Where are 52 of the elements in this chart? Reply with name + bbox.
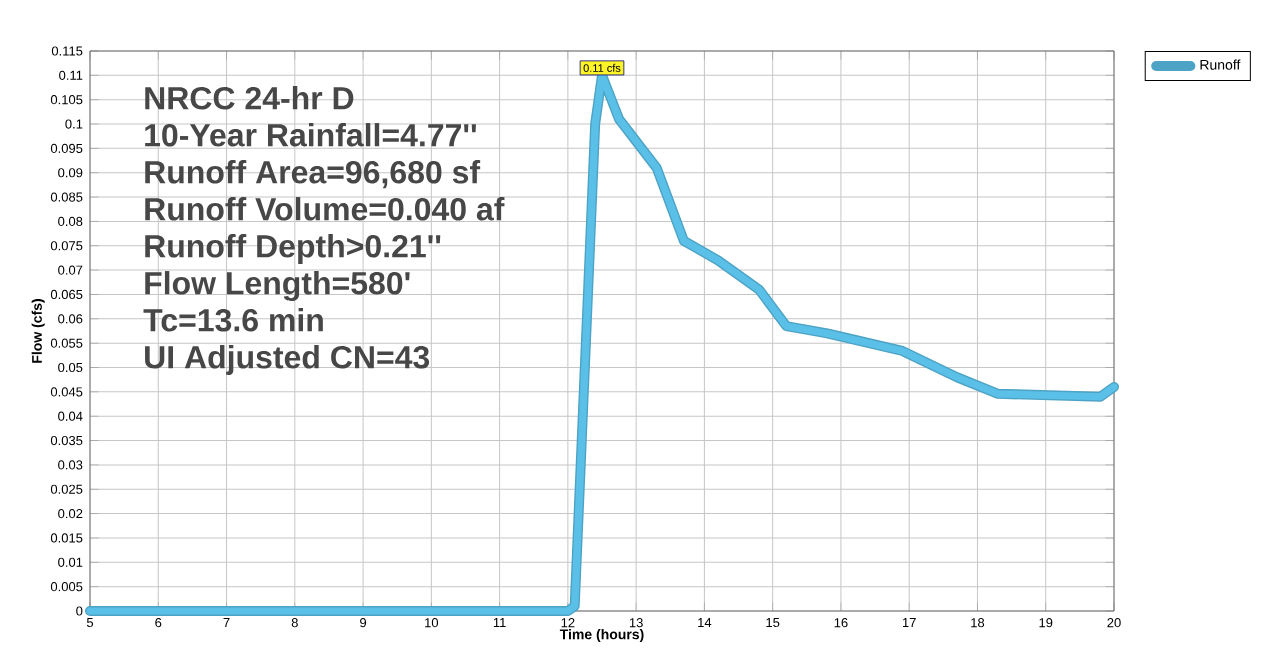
y-axis-title: Flow (cfs)	[31, 299, 45, 363]
annotation: Tc=13.6 min	[143, 308, 323, 332]
annotation: Runoff Depth>0.21''	[145, 234, 441, 264]
x-tick-label: 17	[902, 618, 916, 627]
y-tick-label: 0.04	[58, 411, 83, 421]
y-tick-label: 0.025	[50, 484, 83, 494]
y-tick-label: 0.045	[50, 387, 83, 397]
y-tick-label: 0.015	[50, 533, 83, 543]
annotation: Runoff Area=96,680 sf	[145, 160, 481, 189]
annotation: NRCC 24-hr D	[145, 86, 354, 110]
y-tick-label: 0.115	[51, 46, 83, 56]
x-tick-label: 20	[1107, 618, 1121, 628]
y-tick-label: 0.105	[50, 95, 83, 105]
y-tick-label: 0.095	[50, 143, 83, 153]
y-tick-label: 0.11	[59, 70, 83, 80]
x-tick-label: 9	[360, 618, 367, 628]
x-tick-label: 19	[1039, 618, 1053, 628]
y-tick-label: 0.06	[58, 314, 83, 324]
x-tick-label: 13	[629, 618, 643, 628]
y-tick-label: 0.065	[50, 289, 83, 300]
x-tick-label: 14	[698, 618, 712, 627]
y-tick-label: 0.07	[58, 265, 83, 275]
annotation: 0.11 cfs	[583, 63, 621, 72]
x-tick-label: 18	[971, 618, 985, 628]
annotation: Flow Length=580'	[145, 271, 410, 302]
y-tick-label: 0.055	[50, 338, 83, 348]
y-tick-label: 0	[76, 606, 83, 616]
annotation: UI Adjusted CN=43	[145, 345, 430, 375]
x-tick-label: 8	[291, 618, 298, 628]
x-tick-label: 12	[561, 618, 575, 628]
y-tick-label: 0.085	[50, 192, 83, 202]
y-tick-label: 0.1	[65, 119, 83, 129]
x-tick-label: 16	[834, 618, 848, 628]
y-tick-label: 0.05	[58, 362, 83, 373]
x-axis-title: Time (hours)	[559, 629, 644, 643]
y-tick-label: 0.035	[50, 435, 83, 446]
y-tick-label: 0.08	[58, 216, 83, 227]
x-tick-label: 6	[155, 618, 162, 628]
text: Runoff	[1200, 59, 1241, 70]
y-tick-label: 0.09	[58, 168, 83, 178]
y-tick-label: 0.01	[58, 557, 83, 567]
x-tick-label: 15	[766, 618, 780, 628]
y-tick-label: 0.03	[58, 460, 83, 470]
x-tick-label: 7	[223, 618, 230, 627]
annotation: 10-Year Rainfall=4.77''	[145, 123, 476, 147]
y-tick-label: 0.005	[50, 582, 83, 592]
x-tick-label: 5	[86, 618, 94, 628]
annotation: Runoff Volume=0.040 af	[145, 197, 505, 221]
x-tick-label: 11	[493, 618, 506, 627]
y-tick-label: 0.075	[50, 241, 83, 251]
y-tick-label: 0.02	[58, 509, 83, 519]
x-tick-label: 10	[425, 618, 439, 628]
